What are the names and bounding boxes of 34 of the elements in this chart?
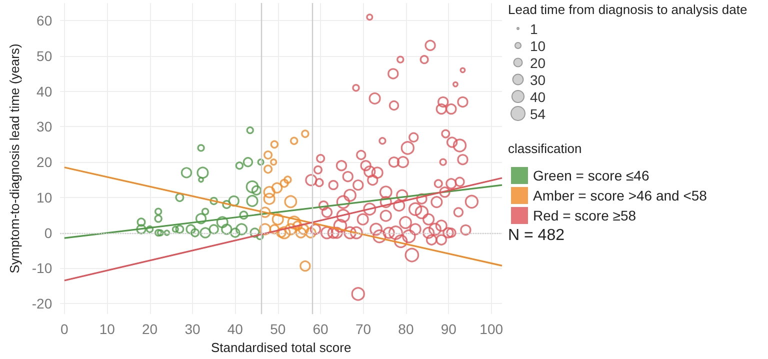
x-axis-title: Standardised total score xyxy=(210,340,352,355)
x-tick-label: 80 xyxy=(398,321,414,338)
legend-label: 20 xyxy=(530,54,546,70)
y-tick-label: -20 xyxy=(32,295,52,312)
legend-label: 1 xyxy=(530,20,538,36)
y-tick-label: 0 xyxy=(44,224,52,241)
legend-label: 10 xyxy=(530,38,546,54)
y-tick-label: 60 xyxy=(36,12,52,29)
legend-label: Amber = score >46 and <58 xyxy=(533,188,708,204)
y-tick-label: 20 xyxy=(36,154,52,170)
legend-label: Green = score ≤46 xyxy=(533,168,650,184)
x-tick-label: 70 xyxy=(355,321,372,338)
legend-label: 54 xyxy=(530,106,546,122)
y-tick-label: 30 xyxy=(36,118,52,135)
text: Lead time from diagnosis to analysis date xyxy=(508,2,748,17)
x-tick-label: 20 xyxy=(142,321,158,338)
x-tick-label: 100 xyxy=(480,321,504,338)
x-tick-label: 40 xyxy=(227,321,244,338)
y-tick-label: 10 xyxy=(36,189,52,206)
x-tick-label: 90 xyxy=(440,321,457,338)
y-axis-title: Symptom-to-diagnosis lead time (years) xyxy=(7,44,22,274)
legend-label: Red = score ≥58 xyxy=(533,208,636,224)
legend-label: 30 xyxy=(530,72,546,88)
x-tick-label: 0 xyxy=(60,321,69,338)
x-tick-label: 50 xyxy=(270,321,286,338)
x-tick-label: 10 xyxy=(99,321,116,338)
x-tick-label: 30 xyxy=(184,321,200,338)
y-tick-label: 50 xyxy=(36,48,52,64)
y-tick-label: 40 xyxy=(36,83,52,100)
y-tick-label: -10 xyxy=(32,260,52,276)
x-tick-label: 60 xyxy=(312,321,329,338)
text: N = 482 xyxy=(508,227,564,245)
legend-title: classification xyxy=(508,141,582,156)
legend-label: 40 xyxy=(530,88,546,104)
